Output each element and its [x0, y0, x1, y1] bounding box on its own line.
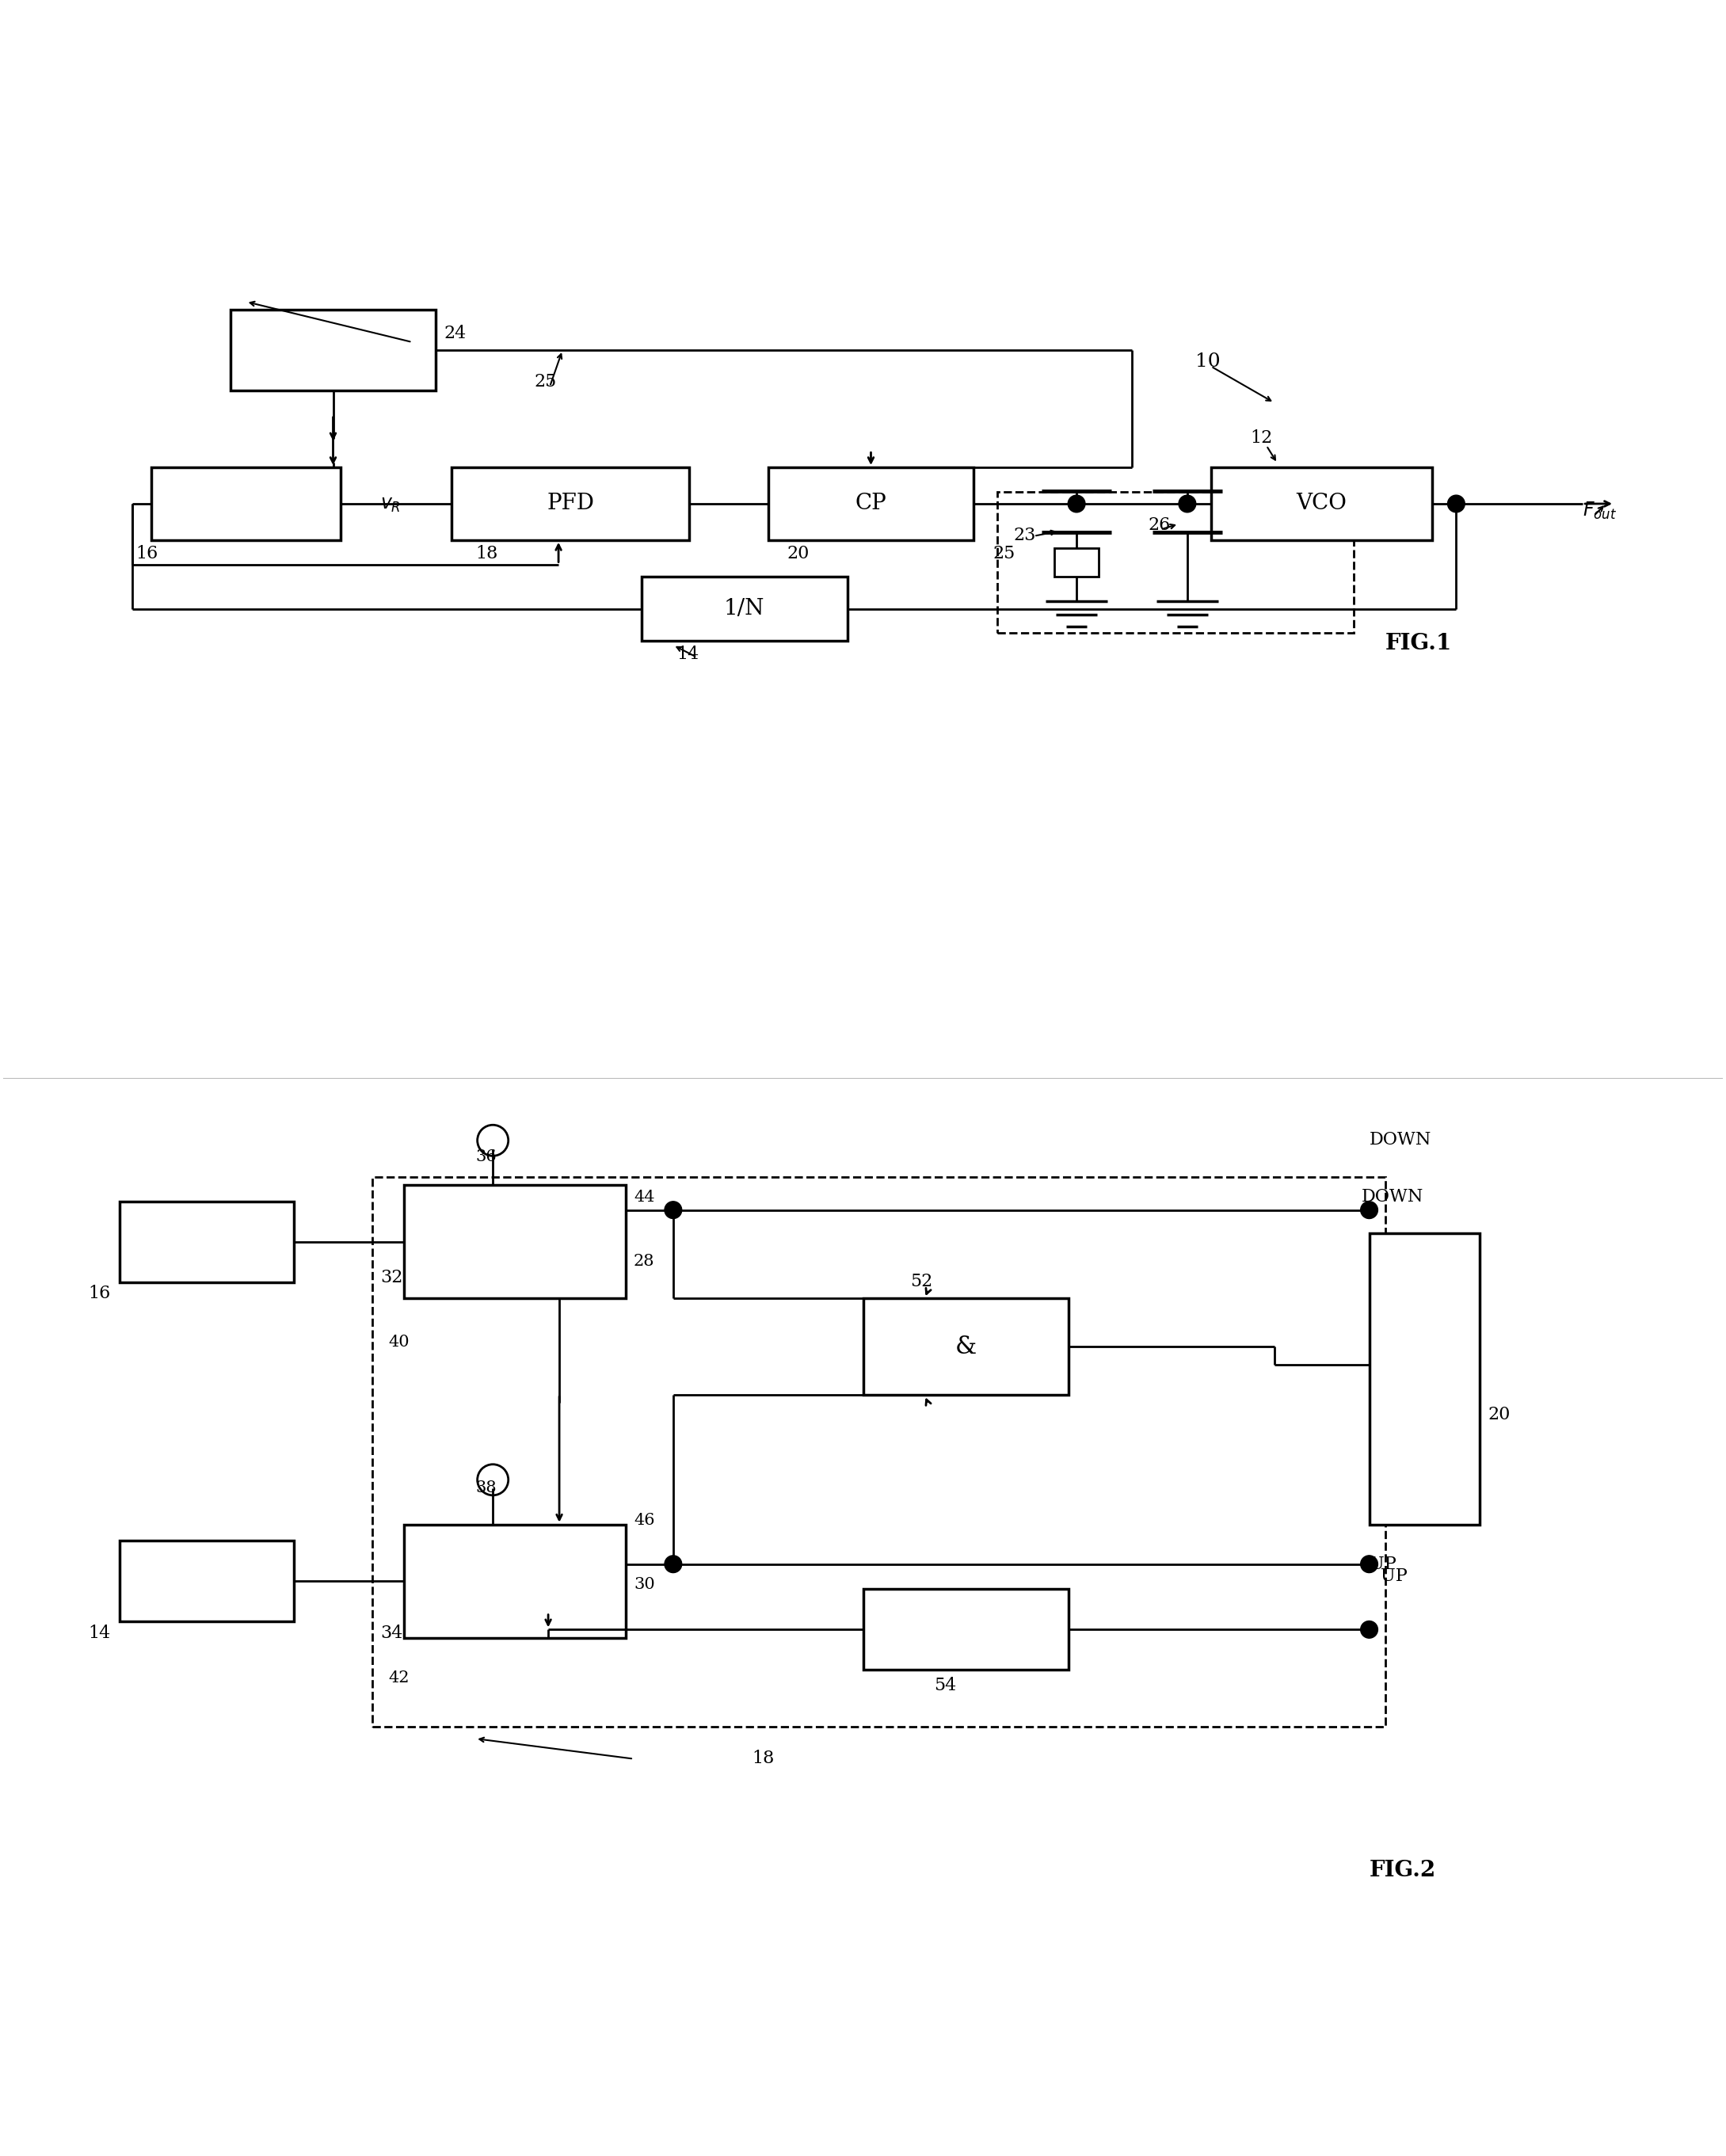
Bar [152, 468, 342, 541]
Bar [768, 468, 973, 541]
Bar [404, 1524, 627, 1639]
Text: 26: 26 [1148, 515, 1170, 533]
Text: 38: 38 [475, 1481, 497, 1496]
Text: 24: 24 [444, 326, 466, 343]
Bar [863, 1589, 1068, 1671]
Circle shape [1360, 1554, 1377, 1572]
Bar [119, 1201, 293, 1283]
Text: PFD: PFD [547, 494, 594, 515]
Bar [642, 576, 847, 640]
Text: 1/N: 1/N [723, 597, 765, 619]
Bar [404, 1186, 627, 1298]
Circle shape [1360, 1201, 1377, 1218]
Text: 18: 18 [753, 1749, 775, 1768]
Text: 46: 46 [633, 1514, 654, 1529]
Text: 12: 12 [1251, 429, 1274, 446]
Text: UP: UP [1381, 1567, 1407, 1585]
Text: DOWN: DOWN [1369, 1132, 1431, 1149]
Circle shape [665, 1201, 682, 1218]
Text: 36: 36 [475, 1149, 497, 1164]
Bar [373, 1177, 1384, 1727]
Bar [1055, 548, 1099, 576]
Bar [452, 468, 689, 541]
Circle shape [1448, 496, 1465, 513]
Text: 42: 42 [388, 1671, 409, 1686]
Bar [998, 492, 1353, 634]
Text: 16: 16 [135, 545, 157, 563]
Text: 52: 52 [910, 1272, 932, 1289]
Text: 34: 34 [380, 1623, 402, 1641]
Text: UP: UP [1369, 1554, 1396, 1574]
Text: 20: 20 [1488, 1406, 1510, 1423]
Text: 18: 18 [475, 545, 497, 563]
Bar [119, 1542, 293, 1621]
Text: FIG.2: FIG.2 [1369, 1858, 1436, 1880]
Circle shape [1179, 496, 1196, 513]
Text: 14: 14 [677, 645, 699, 662]
Text: $v_R$: $v_R$ [380, 496, 400, 515]
Text: 44: 44 [633, 1190, 654, 1205]
Text: 30: 30 [633, 1578, 654, 1593]
Text: 40: 40 [388, 1335, 409, 1350]
Text: 14: 14 [88, 1623, 110, 1641]
Circle shape [1068, 496, 1086, 513]
Text: 28: 28 [633, 1255, 654, 1270]
Text: FIG.1: FIG.1 [1384, 632, 1452, 653]
Text: 20: 20 [787, 545, 809, 563]
Text: 32: 32 [380, 1268, 402, 1285]
Text: VCO: VCO [1296, 494, 1346, 515]
Bar [1212, 468, 1433, 541]
Text: DOWN: DOWN [1362, 1188, 1424, 1205]
Text: 16: 16 [88, 1285, 110, 1302]
Text: 23: 23 [1013, 526, 1036, 543]
Text: 25: 25 [992, 545, 1015, 563]
Text: &: & [954, 1335, 977, 1358]
Circle shape [665, 1554, 682, 1572]
Text: $F_{out}$: $F_{out}$ [1583, 500, 1617, 522]
Text: 25: 25 [533, 373, 556, 390]
Circle shape [1360, 1621, 1377, 1639]
Text: 54: 54 [934, 1677, 956, 1695]
Bar [1369, 1233, 1479, 1524]
Text: 10: 10 [1194, 351, 1220, 371]
Text: CP: CP [854, 494, 887, 515]
Bar [230, 310, 437, 390]
Bar [863, 1298, 1068, 1395]
